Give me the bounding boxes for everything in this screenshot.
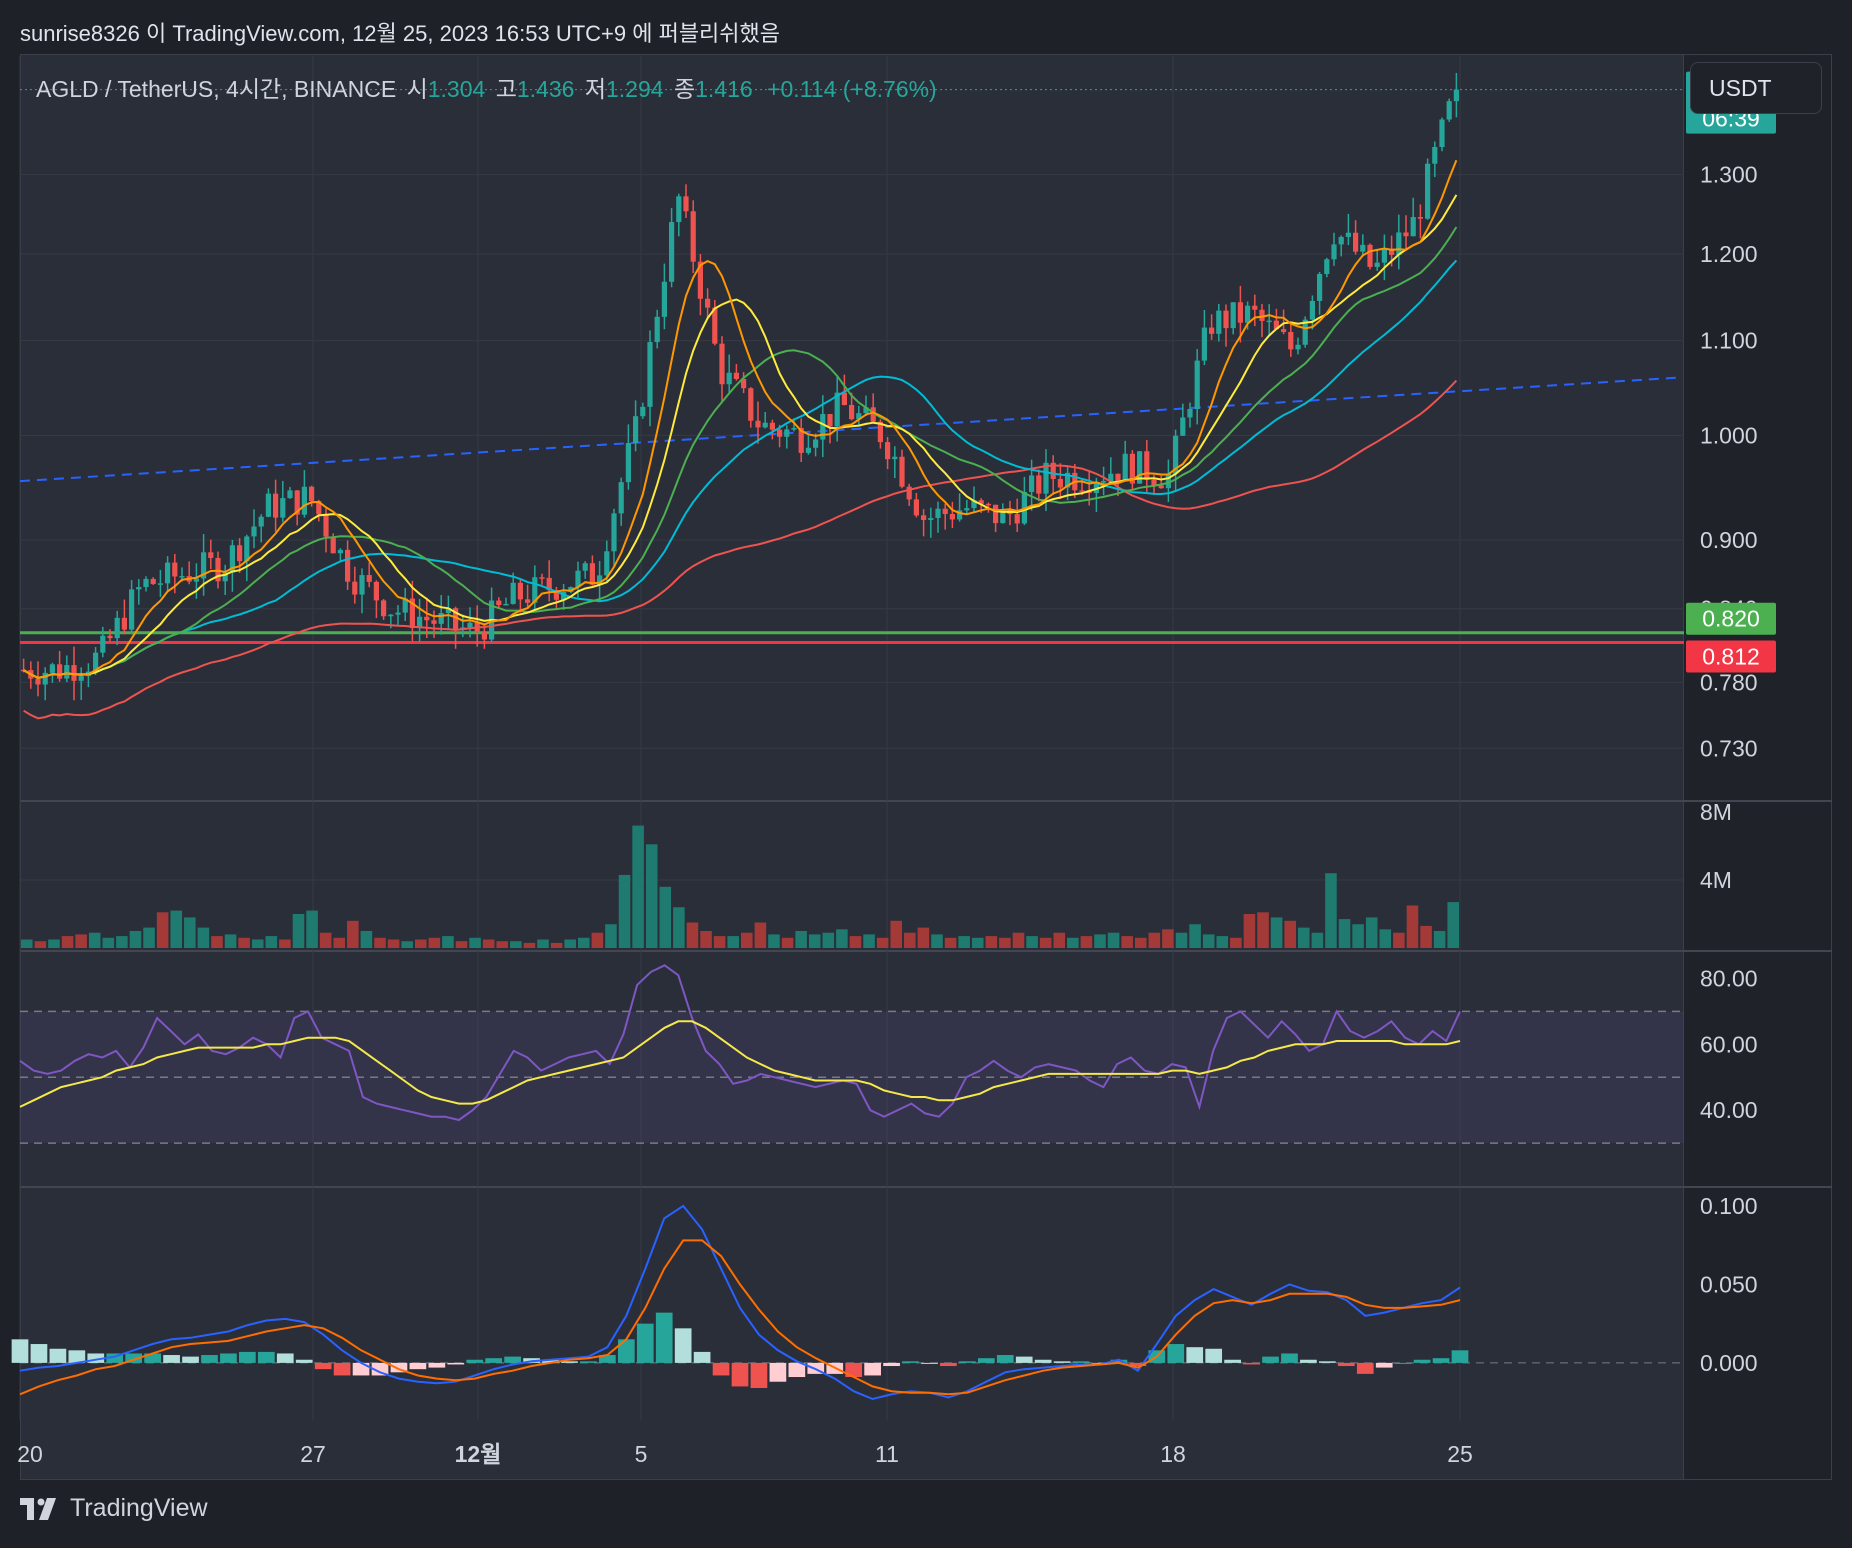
price-axis[interactable] bbox=[1684, 54, 1832, 1480]
publish-attribution: sunrise8326 이 TradingView.com, 12월 25, 2… bbox=[20, 21, 781, 46]
close-label: 종 bbox=[673, 76, 696, 102]
symbol-name[interactable]: AGLD / TetherUS, 4시간, BINANCE bbox=[36, 76, 397, 102]
chart-area[interactable] bbox=[20, 54, 1684, 1480]
tradingview-logo[interactable]: TradingView bbox=[20, 1494, 208, 1523]
high-value: 1.436 bbox=[516, 76, 575, 102]
tradingview-logo-icon bbox=[20, 1497, 56, 1520]
open-label: 시 bbox=[406, 76, 428, 102]
low-value: 1.294 bbox=[606, 76, 664, 102]
close-value: 1.416 bbox=[695, 76, 753, 102]
symbol-legend: AGLD / TetherUS, 4시간, BINANCE 시1.304 고1.… bbox=[36, 70, 937, 104]
currency-button[interactable]: USDT bbox=[1690, 62, 1822, 114]
change-value: +0.114 (+8.76%) bbox=[767, 76, 937, 102]
tradingview-brand: TradingView bbox=[70, 1494, 208, 1522]
low-label: 저 bbox=[584, 76, 606, 102]
high-label: 고 bbox=[495, 76, 517, 102]
open-value: 1.304 bbox=[427, 76, 486, 102]
